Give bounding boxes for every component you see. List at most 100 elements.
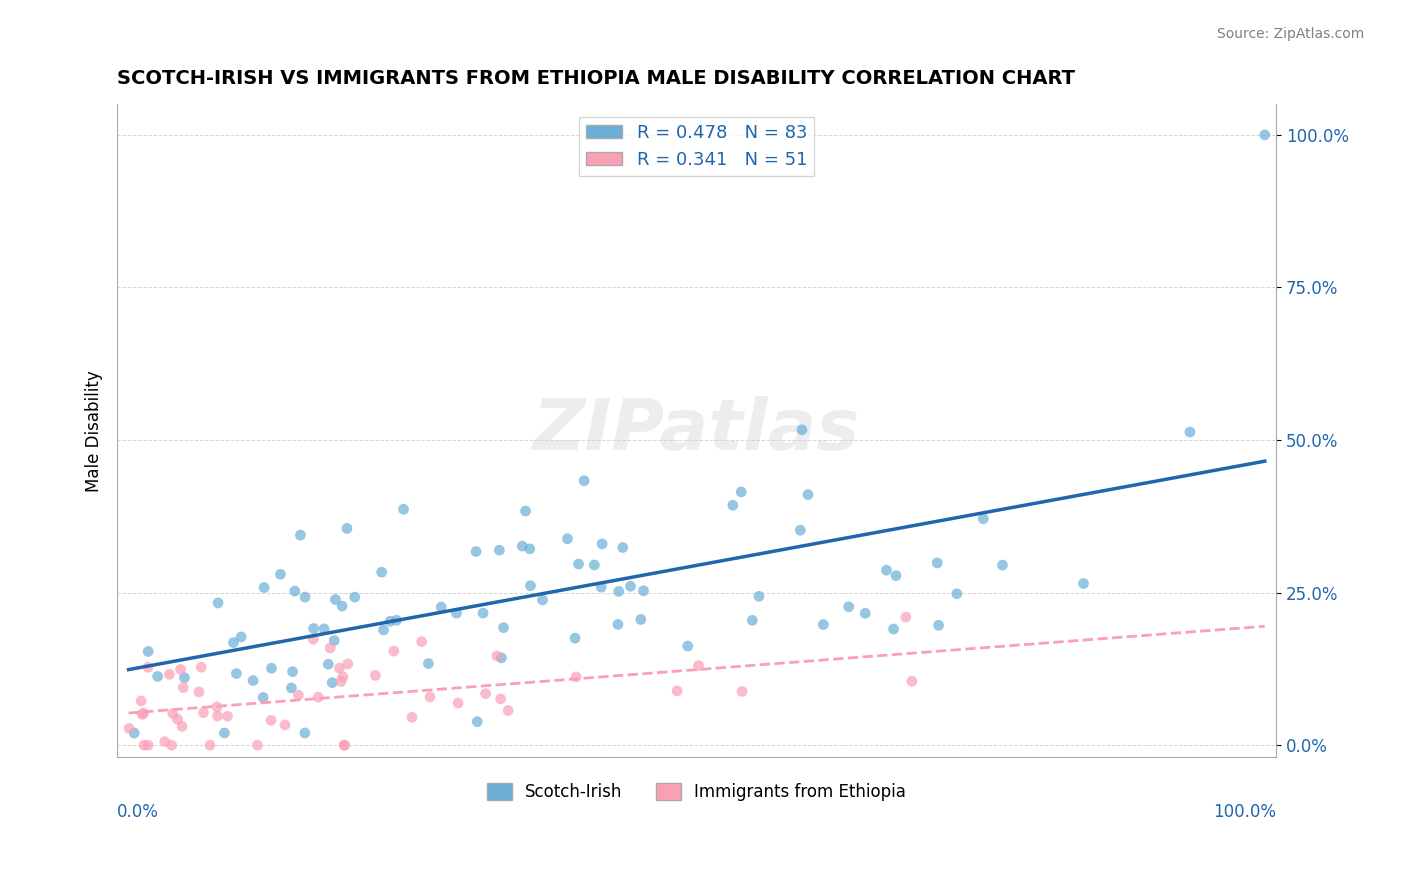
Point (1254, 128, 1277, 142)
Point (162, 706, 184, 721)
Point (927, 556, 949, 570)
Point (419, 690, 441, 704)
Point (207, 596, 229, 610)
Point (946, 587, 969, 601)
Point (136, 660, 159, 674)
Point (129, 694, 152, 708)
Point (382, 644, 405, 658)
Point (214, 726, 236, 740)
Point (323, 633, 346, 648)
Point (318, 657, 340, 672)
Point (252, 690, 274, 705)
Point (333, 738, 356, 752)
Point (465, 714, 488, 729)
Point (894, 610, 917, 624)
Point (260, 714, 283, 728)
Point (280, 681, 302, 695)
Point (336, 521, 359, 535)
Point (132, 738, 155, 752)
Point (160, 738, 183, 752)
Point (122, 726, 145, 740)
Point (333, 738, 356, 752)
Point (666, 683, 689, 698)
Point (392, 502, 415, 516)
Point (789, 523, 811, 537)
Point (721, 498, 744, 512)
Point (190, 660, 212, 674)
Point (572, 474, 595, 488)
Point (225, 666, 247, 681)
Point (284, 584, 307, 599)
Point (170, 719, 193, 733)
Point (446, 606, 468, 620)
Point (336, 657, 359, 671)
Point (741, 613, 763, 627)
Point (492, 621, 515, 635)
Point (153, 734, 176, 748)
Point (619, 579, 641, 593)
Point (319, 640, 342, 655)
Point (853, 607, 876, 621)
Point (231, 630, 253, 644)
Point (557, 532, 579, 546)
Point (567, 557, 589, 571)
Point (205, 700, 228, 714)
Point (612, 541, 634, 555)
Point (901, 674, 924, 689)
Point (418, 657, 440, 671)
Point (491, 651, 513, 665)
Point (146, 669, 169, 683)
Point (411, 634, 433, 648)
Point (472, 606, 495, 620)
Point (269, 567, 291, 582)
Point (515, 504, 537, 518)
Point (274, 718, 297, 732)
Point (370, 565, 392, 579)
Point (474, 687, 496, 701)
Point (531, 593, 554, 607)
Point (136, 738, 159, 752)
Point (496, 704, 519, 718)
Point (731, 684, 754, 698)
Point (447, 696, 470, 710)
Point (1073, 576, 1095, 591)
Point (401, 710, 423, 724)
Point (198, 738, 221, 752)
Point (688, 658, 710, 673)
Point (173, 671, 195, 685)
Point (118, 722, 141, 736)
Point (748, 590, 770, 604)
Point (166, 712, 188, 726)
Point (131, 707, 153, 722)
Point (343, 590, 366, 604)
Point (430, 599, 453, 614)
Point (290, 528, 312, 542)
Point (928, 618, 950, 632)
Text: Source: ZipAtlas.com: Source: ZipAtlas.com (1216, 27, 1364, 41)
Point (321, 675, 343, 690)
Point (633, 583, 655, 598)
Point (253, 581, 276, 595)
Point (294, 590, 316, 604)
Point (883, 622, 905, 636)
Y-axis label: Male Disability: Male Disability (86, 370, 103, 491)
Point (591, 580, 613, 594)
Point (519, 541, 541, 556)
Point (294, 726, 316, 740)
Point (325, 592, 347, 607)
Point (302, 632, 325, 647)
Point (519, 579, 541, 593)
Point (373, 623, 395, 637)
Point (1178, 425, 1201, 439)
Point (242, 673, 264, 688)
Point (838, 599, 860, 614)
Point (332, 670, 354, 684)
Point (591, 537, 613, 551)
Point (246, 738, 269, 752)
Point (169, 662, 191, 676)
Point (187, 685, 209, 699)
Point (813, 617, 835, 632)
Text: SCOTCH-IRISH VS IMMIGRANTS FROM ETHIOPIA MALE DISABILITY CORRELATION CHART: SCOTCH-IRISH VS IMMIGRANTS FROM ETHIOPIA… (117, 69, 1076, 87)
Point (510, 539, 533, 553)
Point (193, 706, 215, 720)
